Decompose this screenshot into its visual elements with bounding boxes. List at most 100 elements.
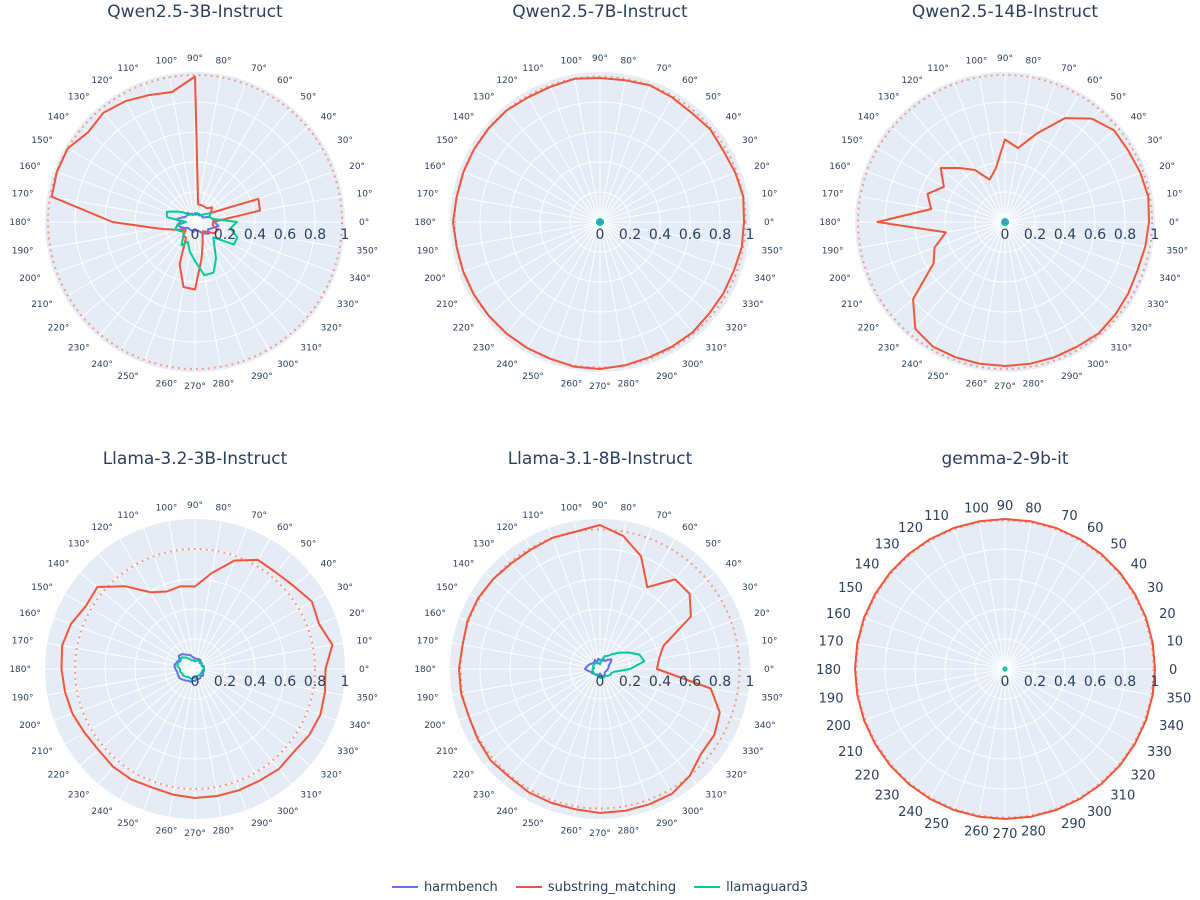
radial-gridline xyxy=(164,191,226,253)
angular-tick-label: 230 xyxy=(875,789,900,804)
angular-tick-label: 100° xyxy=(561,56,583,66)
angular-gridline xyxy=(1004,668,1121,766)
angular-tick-label: 130° xyxy=(878,92,900,102)
angular-tick-label: 180° xyxy=(9,665,31,675)
angular-gridline xyxy=(599,221,697,338)
radial-tick-label: 1 xyxy=(746,227,755,243)
angular-tick-label: 200° xyxy=(424,721,446,731)
legend-label-llamaguard3: llamaguard3 xyxy=(726,879,809,895)
angular-tick-label: 100° xyxy=(156,503,178,513)
angular-gridline xyxy=(194,668,271,800)
legend-swatch-harmbench xyxy=(391,886,418,888)
angular-tick-label: 200° xyxy=(19,721,41,731)
angular-gridline xyxy=(194,170,337,223)
angular-gridline xyxy=(953,221,1006,364)
angular-gridline xyxy=(1004,80,1057,223)
angular-gridline xyxy=(599,146,731,223)
series-line-harmbench xyxy=(1002,219,1008,225)
legend-item-llamaguard3[interactable]: llamaguard3 xyxy=(694,880,808,895)
radial-tick-label: 0.4 xyxy=(1054,227,1076,243)
angular-gridline xyxy=(573,668,601,817)
angular-tick-label: 220 xyxy=(855,768,880,783)
angular-gridline xyxy=(1004,538,1081,670)
angular-tick-label: 10° xyxy=(762,190,778,200)
angular-gridline xyxy=(79,572,196,670)
angular-gridline xyxy=(168,221,196,370)
angular-tick-label: 300° xyxy=(682,360,704,370)
legend-item-substring-matching[interactable]: substring_matching xyxy=(515,880,676,895)
angular-gridline xyxy=(573,521,601,670)
angular-tick-label: 20° xyxy=(349,162,365,172)
angular-tick-label: 340° xyxy=(754,721,776,731)
angular-gridline xyxy=(458,221,601,274)
angular-tick-label: 250 xyxy=(924,817,949,832)
angular-tick-label: 0° xyxy=(359,218,369,228)
angular-tick-label: 250° xyxy=(927,372,949,382)
angular-gridline xyxy=(143,527,196,670)
angular-gridline xyxy=(857,668,1006,696)
angular-tick-label: 290° xyxy=(251,819,273,829)
angular-tick-label: 270 xyxy=(993,827,1018,842)
angular-tick-label: 230° xyxy=(878,344,900,354)
radial-gridline xyxy=(104,131,286,313)
angular-gridline xyxy=(1004,146,1136,223)
angular-tick-label: 30° xyxy=(337,136,353,146)
angular-gridline xyxy=(953,668,1006,811)
angular-tick-label: 320° xyxy=(1131,323,1153,333)
angular-tick-label: 30° xyxy=(742,136,758,146)
angular-tick-label: 190° xyxy=(12,246,34,256)
radial-tick-label: 0.2 xyxy=(1024,674,1046,690)
angular-tick-label: 100° xyxy=(966,56,988,66)
angular-gridline xyxy=(143,80,196,223)
reference-circle xyxy=(855,519,1155,819)
radial-tick-label: 0.2 xyxy=(1024,227,1046,243)
angular-tick-label: 130° xyxy=(68,92,90,102)
angular-gridline xyxy=(874,221,1006,298)
polar-subplot-qwen2-5-7b-instruct: Qwen2.5-7B-Instruct 0° 10° 20° 30° 40° 50° 60° 7… xyxy=(414,2,783,392)
angular-gridline xyxy=(469,221,601,298)
angular-tick-label: 240° xyxy=(496,807,518,817)
angular-tick-label: 70° xyxy=(656,511,672,521)
radial-tick-label: 1 xyxy=(341,674,350,690)
angular-tick-label: 70° xyxy=(251,64,267,74)
radial-tick-label: 0 xyxy=(1001,674,1010,690)
angular-gridline xyxy=(1004,572,1121,670)
angular-tick-label: 300° xyxy=(1087,360,1109,370)
angular-gridline xyxy=(1004,668,1081,800)
angular-gridline xyxy=(503,668,601,785)
angular-tick-label: 240° xyxy=(901,360,923,370)
angular-tick-label: 50° xyxy=(705,92,721,102)
series-line-substring-matching xyxy=(60,558,334,799)
angular-gridline xyxy=(857,642,1006,670)
angular-tick-label: 180° xyxy=(414,665,436,675)
angular-gridline xyxy=(194,521,222,670)
angular-gridline xyxy=(194,221,247,364)
angular-tick-label: 210° xyxy=(436,300,458,310)
angular-tick-label: 310 xyxy=(1110,789,1135,804)
angular-gridline xyxy=(599,221,676,353)
legend-item-harmbench[interactable]: harmbench xyxy=(391,880,498,895)
angular-tick-label: 60° xyxy=(682,76,698,86)
angular-tick-label: 70° xyxy=(656,64,672,74)
subplot-title: Qwen2.5-14B-Instruct xyxy=(912,2,1099,22)
angular-gridline xyxy=(863,617,1006,670)
radial-tick-label: 0.4 xyxy=(649,227,671,243)
radial-gridline xyxy=(944,608,1066,730)
angular-tick-label: 40° xyxy=(1131,113,1147,123)
series-line-llamaguard3 xyxy=(165,210,239,277)
radial-tick-label: 0.6 xyxy=(1084,227,1106,243)
radial-gridline xyxy=(134,608,256,730)
angular-tick-label: 50° xyxy=(1110,92,1126,102)
angular-gridline xyxy=(1004,221,1102,338)
angular-tick-label: 290° xyxy=(656,372,678,382)
radial-tick-label: 0.6 xyxy=(274,674,296,690)
angular-tick-label: 50° xyxy=(300,92,316,102)
polar-subplot-llama-3-2-3b-instruct: Llama-3.2-3B-Instruct 0° 10° 20° 30° 40° 50° 60… xyxy=(9,449,378,839)
angular-tick-label: 60° xyxy=(277,523,293,533)
reference-circle xyxy=(74,548,316,790)
radial-gridline xyxy=(974,191,1036,253)
angular-tick-label: 160° xyxy=(19,609,41,619)
angular-gridline xyxy=(874,593,1006,670)
angular-tick-label: 160 xyxy=(826,607,851,622)
angular-gridline xyxy=(484,572,601,670)
